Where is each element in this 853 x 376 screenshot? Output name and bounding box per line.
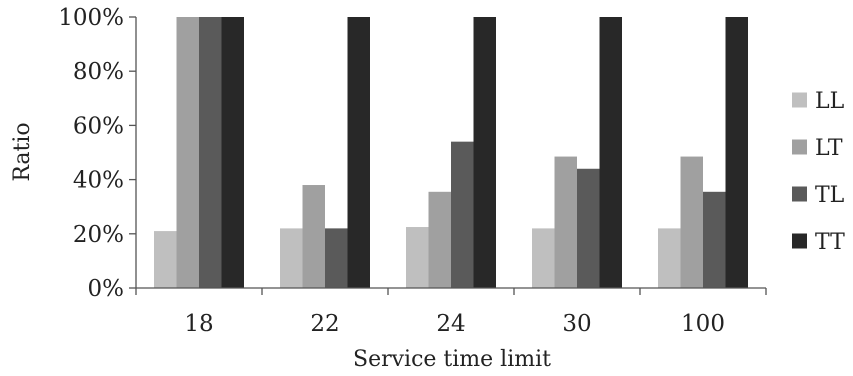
legend: LL LT TL TT xyxy=(792,89,845,255)
legend-swatch-ll xyxy=(792,92,807,108)
bar-lt-22 xyxy=(302,185,325,288)
y-axis-title: Ratio xyxy=(10,122,35,181)
legend-label-ll: LL xyxy=(815,89,845,114)
y-tick-label: 40% xyxy=(73,168,124,194)
bar-tl-18 xyxy=(199,17,222,288)
y-tick-label: 20% xyxy=(73,222,124,248)
bar-tt-24 xyxy=(473,17,496,288)
bar-lt-30 xyxy=(554,156,577,288)
y-tick-label: 60% xyxy=(73,113,124,139)
y-ticks-group: 0% 20% 40% 60% 80% 100% xyxy=(58,5,136,302)
bars-group xyxy=(154,17,748,288)
y-tick-label: 0% xyxy=(88,276,125,302)
bar-tt-30 xyxy=(599,17,622,288)
x-tick-label: 22 xyxy=(310,311,339,337)
legend-swatch-tl xyxy=(792,186,807,202)
bar-ll-22 xyxy=(280,228,303,288)
bar-ll-30 xyxy=(532,228,555,288)
y-tick-label: 100% xyxy=(58,5,124,31)
bar-tt-100 xyxy=(725,17,748,288)
bar-tt-18 xyxy=(221,17,244,288)
y-tick-label: 80% xyxy=(73,59,124,85)
axes-group xyxy=(135,17,766,289)
bar-ll-18 xyxy=(154,231,177,288)
legend-label-lt: LT xyxy=(815,136,843,161)
x-tick-label: 24 xyxy=(436,311,465,337)
legend-label-tl: TL xyxy=(815,183,845,208)
x-tick-label: 100 xyxy=(681,311,725,337)
legend-swatch-tt xyxy=(792,233,807,249)
bar-tl-30 xyxy=(577,168,600,288)
bar-lt-18 xyxy=(176,17,199,288)
legend-label-tt: TT xyxy=(815,230,845,255)
bar-tl-100 xyxy=(703,191,726,288)
x-tick-label: 30 xyxy=(562,311,591,337)
bar-ll-24 xyxy=(406,227,429,288)
bar-tl-22 xyxy=(325,228,348,288)
bar-lt-24 xyxy=(428,191,451,288)
bar-tt-22 xyxy=(347,17,370,288)
x-tick-label: 18 xyxy=(184,311,213,337)
bar-lt-100 xyxy=(680,156,703,288)
legend-swatch-lt xyxy=(792,139,807,155)
x-axis-title: Service time limit xyxy=(353,347,551,372)
bar-ll-100 xyxy=(658,228,681,288)
bar-tl-24 xyxy=(451,141,474,288)
x-ticks-group: 18 22 24 30 100 xyxy=(135,288,767,337)
